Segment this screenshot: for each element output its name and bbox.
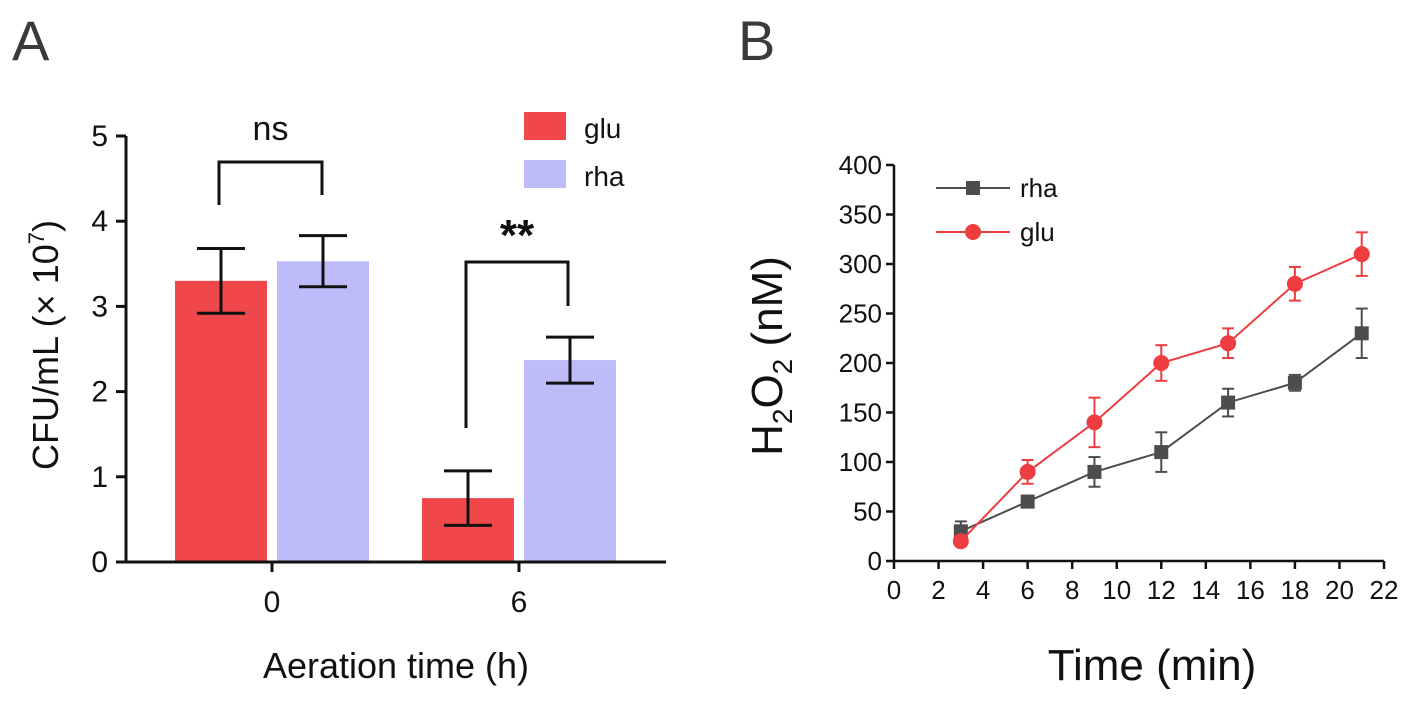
- a-legend-label-glu: glu: [584, 113, 621, 144]
- b-legend-label-rha: rha: [1020, 173, 1058, 203]
- b-ytick-label: 150: [839, 398, 882, 428]
- a-legend-swatch-glu: [524, 112, 566, 140]
- a-legend-label-rha: rha: [584, 161, 625, 192]
- a-xtick-label: 0: [264, 586, 281, 619]
- b-xtick-label: 22: [1370, 575, 1399, 605]
- b-ytick-label: 300: [839, 249, 882, 279]
- panel-b-letter: B: [738, 9, 775, 72]
- b-legend-marker-rha: [966, 181, 980, 195]
- b-xtick-label: 18: [1280, 575, 1309, 605]
- a-ytick-label: 0: [91, 546, 108, 579]
- a-bar-rha-0: [277, 261, 369, 562]
- panel-b-ylabel: H2O2 (nM): [743, 256, 798, 456]
- a-ytick-label: 4: [91, 205, 108, 238]
- b-point-glu: [1286, 275, 1303, 292]
- panel-a-xlabel: Aeration time (h): [263, 645, 529, 686]
- b-series-rha: [953, 307, 1369, 543]
- panel-a-letter: A: [12, 9, 50, 72]
- b-xtick-label: 8: [1065, 575, 1079, 605]
- b-legend-label-glu: glu: [1020, 217, 1055, 247]
- a-bar-glu-0: [175, 280, 267, 562]
- b-ytick-label: 350: [839, 200, 882, 230]
- a-sig-label-ns: ns: [253, 110, 289, 148]
- b-xtick-label: 6: [1020, 575, 1034, 605]
- b-xtick-label: 0: [887, 575, 901, 605]
- b-point-glu: [1353, 246, 1370, 263]
- b-xtick-label: 12: [1147, 575, 1176, 605]
- panel-a-ylabel: CFU/mL (× 107): [24, 220, 66, 470]
- b-xtick-label: 4: [976, 575, 990, 605]
- b-ytick-label: 50: [853, 497, 882, 527]
- b-ytick-label: 400: [839, 150, 882, 180]
- a-legend-swatch-rha: [524, 160, 566, 188]
- b-legend-marker-glu: [965, 224, 981, 240]
- a-ytick-label: 5: [91, 120, 108, 153]
- b-point-rha: [1287, 375, 1302, 390]
- b-point-glu: [952, 533, 969, 550]
- a-bar-rha-6: [524, 360, 616, 562]
- b-xtick-label: 2: [931, 575, 945, 605]
- a-xtick-label: 6: [511, 586, 528, 619]
- b-point-glu: [1019, 463, 1036, 480]
- b-ytick-label: 200: [839, 348, 882, 378]
- b-point-rha: [1221, 395, 1236, 410]
- panel-b-xlabel: Time (min): [1048, 641, 1257, 690]
- a-ytick-label: 1: [91, 461, 108, 494]
- b-xtick-label: 14: [1191, 575, 1220, 605]
- b-point-glu: [1220, 335, 1237, 352]
- b-ytick-label: 250: [839, 299, 882, 329]
- bar-chart-panel-a: 0 1 2 3 4 5 0 6 ns ** glu rha CFU/mL (× 107) Aera…: [24, 110, 666, 686]
- a-sig-label-stars: **: [500, 211, 535, 260]
- b-point-rha: [1154, 445, 1169, 460]
- b-point-glu: [1086, 414, 1103, 431]
- a-sig-bracket-ns: [217, 160, 324, 205]
- b-xtick-label: 10: [1102, 575, 1131, 605]
- a-ytick-label: 3: [91, 290, 108, 323]
- b-ytick-label: 0: [868, 546, 882, 576]
- b-ytick-label: 100: [839, 447, 882, 477]
- b-xtick-label: 16: [1236, 575, 1265, 605]
- b-series-glu: [952, 231, 1370, 550]
- b-point-rha: [1354, 326, 1369, 341]
- b-xtick-label: 20: [1325, 575, 1354, 605]
- b-point-rha: [1020, 494, 1035, 509]
- a-sig-bracket-stars: [464, 260, 570, 428]
- b-point-rha: [1087, 464, 1102, 479]
- b-point-glu: [1153, 355, 1170, 371]
- a-ytick-label: 2: [91, 376, 108, 409]
